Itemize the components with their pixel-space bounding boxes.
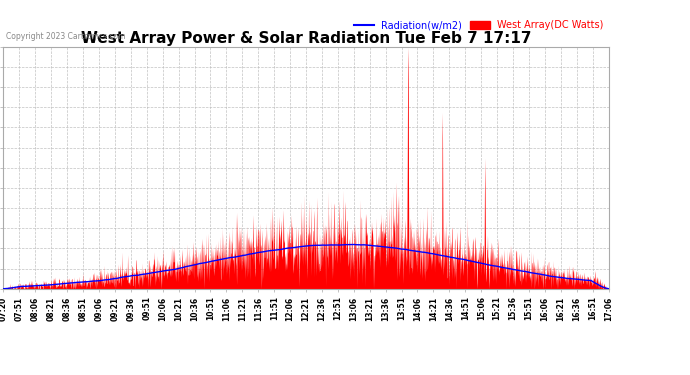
Title: West Array Power & Solar Radiation Tue Feb 7 17:17: West Array Power & Solar Radiation Tue F… [81, 31, 531, 46]
Text: Copyright 2023 Cartronics.com: Copyright 2023 Cartronics.com [6, 32, 125, 41]
Legend: Radiation(w/m2), West Array(DC Watts): Radiation(w/m2), West Array(DC Watts) [354, 20, 604, 30]
